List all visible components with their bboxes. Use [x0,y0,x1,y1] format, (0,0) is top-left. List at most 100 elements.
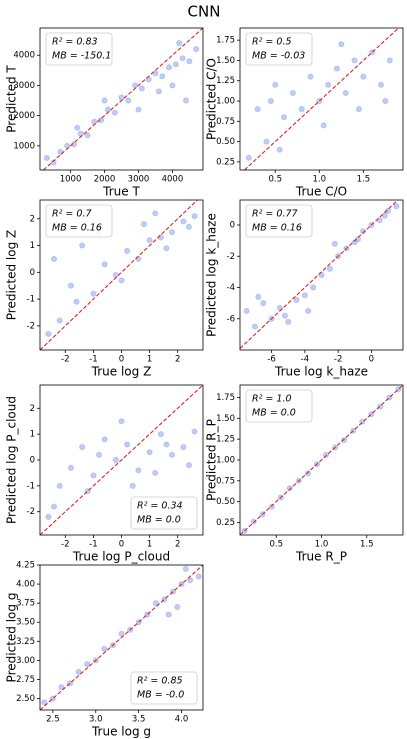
point [146,237,153,244]
point [79,242,86,249]
y-tick-label: 3.75 [16,599,35,609]
identity-line [240,385,403,535]
x-tick-label: 1.0 [313,175,327,185]
x-tick-label: 3.5 [132,715,146,725]
point [77,130,84,137]
annotation-box [245,204,313,238]
y-tick-label: 2.50 [16,694,35,704]
annotation-box [245,32,313,66]
x-tick-label: 0 [119,355,124,365]
x-tick-label: 1.5 [360,540,374,550]
y-tick-label: 3.00 [16,656,35,666]
point [159,73,166,80]
point [118,94,125,101]
plot-area [40,565,203,710]
y-tick-label: 1.00 [216,97,235,107]
point [243,307,250,315]
x-tick-label: 3000 [128,175,150,185]
point [377,81,385,88]
x-tick-label: 2 [175,540,180,550]
x-tick-label: -2 [61,355,69,365]
point [263,138,270,145]
annotation: R² = 0.85 [137,676,183,687]
point [305,307,312,315]
y-tick-label: -2 [27,507,35,517]
y-tick-label: 3.25 [16,637,35,647]
plot-area [240,385,403,535]
point [165,611,172,618]
y-tick-label: 3.50 [16,618,35,628]
point [101,261,108,268]
point [168,229,176,236]
point [168,451,176,458]
y-axis-label: Predicted log P_cloud [5,396,19,524]
point [67,464,75,471]
y-tick-label: -4 [227,283,235,293]
x-tick-label: 1000 [60,175,82,185]
x-tick-label: 0 [369,355,374,365]
y-axis-label: Predicted R_P [205,419,219,501]
x-axis-label: True log Z [91,365,152,379]
plot-area [40,200,198,350]
point [90,472,97,479]
point [251,323,259,330]
y-tick-label: 1.00 [216,456,235,466]
point [135,106,142,113]
x-axis-label: True log k_haze [274,365,368,379]
point [355,106,363,113]
y-tick-label: 0 [30,268,35,278]
point [172,61,179,68]
annotation-box [45,204,113,238]
x-axis-label: True C/O [295,185,347,199]
point [41,699,48,706]
figure-title: CNN [188,3,221,21]
annotation: R² = 0.34 [137,501,183,512]
point [135,467,142,474]
y-tick-label: -1 [27,295,35,305]
point [186,58,193,65]
plot-area [40,385,203,535]
point [354,235,362,243]
point [124,247,131,254]
y-tick-label: 1.75 [216,393,235,403]
point [111,109,118,116]
point [165,64,173,71]
annotation: R² = 1.0 [252,394,292,405]
point [84,661,91,668]
point [50,503,58,510]
y-tick-label: 2000 [13,111,35,121]
x-tick-label: 4.0 [175,715,189,725]
identity-line [240,200,399,349]
annotation: MB = 0.16 [252,223,302,234]
point [342,89,349,97]
point [195,573,202,580]
point [267,97,274,105]
x-tick-label: 1 [147,355,152,365]
point [91,118,98,125]
point [280,114,288,121]
point [169,82,176,89]
y-tick-label: 1.50 [216,56,235,66]
point [176,40,183,47]
y-tick-label: 1 [30,430,35,440]
point [310,284,317,291]
point [193,46,200,53]
x-tick-label: 2.5 [46,715,60,725]
x-tick-label: 0 [119,540,124,550]
point [135,255,142,263]
point [58,684,65,691]
y-tick-label: 2.75 [16,675,35,685]
annotation: MB = 0.0 [252,408,296,419]
y-tick-label: 0.75 [216,117,235,127]
identity-line [40,385,203,535]
point [101,645,108,653]
point [250,518,257,525]
y-tick-label: 1.75 [216,36,235,46]
y-tick-label: -1 [27,481,35,491]
axes-frame [39,564,204,711]
point [152,600,159,607]
point [152,210,159,217]
y-tick-label: 1.25 [216,76,235,86]
point [43,154,50,162]
